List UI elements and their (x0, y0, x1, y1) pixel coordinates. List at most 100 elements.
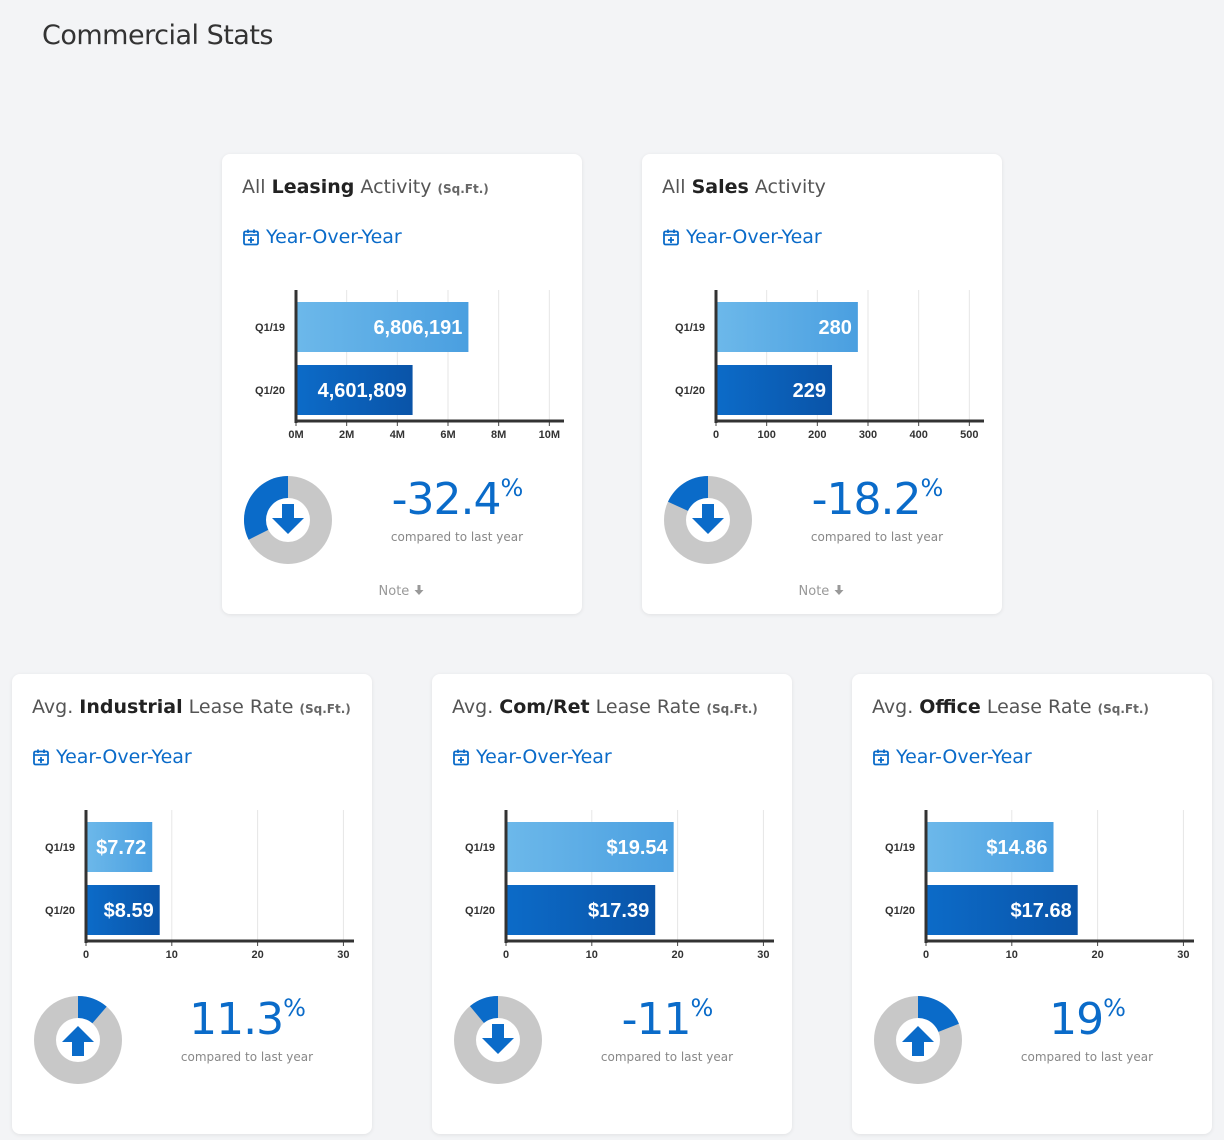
x-tick-label: 200 (808, 429, 826, 441)
bar-q1-20 (507, 885, 656, 935)
title-bold: Com/Ret (499, 696, 590, 718)
x-tick-label: 2M (339, 429, 354, 441)
year-over-year-label: Year-Over-Year (266, 226, 402, 248)
x-tick-label: 10M (539, 429, 560, 441)
change-donut (34, 996, 122, 1084)
title-suffix: Lease Rate (188, 696, 294, 718)
year-over-year-link[interactable]: Year-Over-Year (242, 226, 402, 248)
percent-change: -18.2% (782, 476, 972, 522)
bar-chart: 0 10 20 30 $19.54 Q1/19 $17.39 Q1/20 (465, 810, 774, 961)
x-tick-label: 400 (909, 429, 927, 441)
bar-value-label: $7.72 (96, 837, 146, 859)
category-label: Q1/20 (45, 905, 75, 917)
x-tick-label: 30 (337, 949, 349, 961)
bar-value-label: 229 (793, 380, 826, 402)
note-label: Note (798, 584, 830, 599)
percent-sign: % (690, 994, 714, 1022)
bar-value-label: $17.68 (1011, 900, 1072, 922)
title-prefix: All (662, 176, 686, 198)
bar-q1-20 (297, 365, 413, 415)
percent-change: -11% (572, 996, 762, 1042)
arrow-down-icon (692, 504, 724, 534)
card-office: Avg. Office Lease Rate (Sq.Ft.) Year-Over… (852, 674, 1212, 1134)
bar-q1-19 (717, 302, 858, 352)
calendar-plus-icon (873, 749, 889, 766)
title-unit: (Sq.Ft.) (706, 702, 758, 716)
percent-value: 11.3 (189, 994, 284, 1045)
title-bold: Office (919, 696, 981, 718)
x-tick-label: 100 (757, 429, 775, 441)
category-label: Q1/19 (885, 842, 915, 854)
x-tick-label: 30 (1177, 949, 1189, 961)
card-sales: All Sales Activity Year-Over-Year 0 100 200 3… (642, 154, 1002, 614)
bar-q1-20 (87, 885, 160, 935)
change-donut (244, 476, 332, 564)
title-bold: Industrial (79, 696, 183, 718)
title-prefix: Avg. (32, 696, 74, 718)
percent-sign: % (1103, 994, 1126, 1022)
x-tick-label: 0M (288, 429, 303, 441)
calendar-plus-icon (453, 749, 469, 766)
card-title: All Sales Activity (662, 176, 826, 198)
title-bold: Leasing (271, 176, 355, 198)
note-link[interactable]: Note (222, 584, 582, 599)
bar-value-label: $8.59 (104, 900, 154, 922)
title-prefix: All (242, 176, 266, 198)
bar-q1-20 (717, 365, 833, 415)
calendar-plus-icon (33, 749, 49, 766)
arrow-up-icon (62, 1026, 94, 1056)
compared-label: compared to last year (810, 530, 944, 544)
bar-chart: 0 100 200 300 400 500 280 Q1/19 229 Q1/20 (675, 290, 984, 441)
bar-q1-20 (927, 885, 1078, 935)
percent-value: 19 (1049, 994, 1104, 1045)
note-link[interactable]: Note (642, 584, 1002, 599)
card-title: Avg. Office Lease Rate (Sq.Ft.) (872, 696, 1149, 718)
bar-chart: 0 10 20 30 $14.86 Q1/19 $17.68 Q1/20 (885, 810, 1194, 961)
x-tick-label: 0 (713, 429, 719, 441)
percent-change: -32.4% (362, 476, 552, 522)
change-donut (454, 996, 542, 1084)
bar-value-label: $14.86 (986, 837, 1047, 859)
percent-change: 11.3% (152, 996, 342, 1042)
x-tick-label: 6M (440, 429, 455, 441)
title-suffix: Lease Rate (595, 696, 701, 718)
category-label: Q1/19 (675, 322, 705, 334)
change-donut (874, 996, 962, 1084)
note-label: Note (378, 584, 410, 599)
percent-sign: % (500, 474, 524, 502)
title-unit: (Sq.Ft.) (1097, 702, 1149, 716)
percent-value: -32.4 (391, 474, 502, 525)
bar-value-label: $17.39 (588, 900, 649, 922)
bar-chart: 0 10 20 30 $7.72 Q1/19 $8.59 Q1/20 (45, 810, 354, 961)
arrow-down-icon (414, 585, 424, 595)
year-over-year-link[interactable]: Year-Over-Year (872, 746, 1032, 768)
percent-value: -18.2 (811, 474, 922, 525)
x-tick-label: 0 (503, 949, 509, 961)
calendar-plus-icon (243, 229, 259, 246)
year-over-year-label: Year-Over-Year (896, 746, 1032, 768)
category-label: Q1/20 (465, 905, 495, 917)
x-tick-label: 20 (251, 949, 263, 961)
percent-sign: % (920, 474, 944, 502)
category-label: Q1/19 (465, 842, 495, 854)
card-comret: Avg. Com/Ret Lease Rate (Sq.Ft.) Year-Ove… (432, 674, 792, 1134)
bar-value-label: 4,601,809 (318, 380, 407, 402)
x-tick-label: 10 (1006, 949, 1018, 961)
arrow-down-icon (834, 585, 844, 595)
card-title: Avg. Industrial Lease Rate (Sq.Ft.) (32, 696, 351, 718)
x-tick-label: 300 (859, 429, 877, 441)
x-tick-label: 20 (671, 949, 683, 961)
category-label: Q1/19 (45, 842, 75, 854)
title-suffix: Activity (360, 176, 432, 198)
year-over-year-link[interactable]: Year-Over-Year (452, 746, 612, 768)
x-tick-label: 30 (757, 949, 769, 961)
year-over-year-link[interactable]: Year-Over-Year (32, 746, 192, 768)
year-over-year-link[interactable]: Year-Over-Year (662, 226, 822, 248)
category-label: Q1/20 (675, 385, 705, 397)
compared-label: compared to last year (1020, 1050, 1154, 1064)
year-over-year-label: Year-Over-Year (56, 746, 192, 768)
card-title: All Leasing Activity (Sq.Ft.) (242, 176, 489, 198)
category-label: Q1/19 (255, 322, 285, 334)
title-unit: (Sq.Ft.) (437, 182, 489, 196)
arrow-down-icon (482, 1024, 514, 1054)
